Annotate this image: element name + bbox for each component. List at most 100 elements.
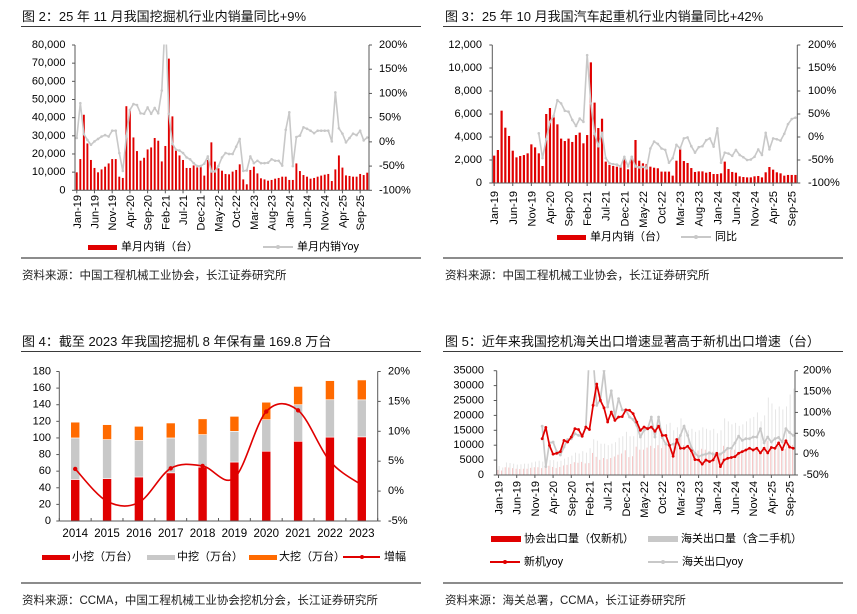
y-right-tick-label: -100%	[808, 177, 840, 189]
line-point	[686, 433, 690, 437]
line-point	[701, 144, 704, 148]
line-point	[164, 15, 167, 18]
bar-series-0	[563, 141, 566, 183]
bar-series-0	[578, 132, 581, 183]
line-point	[348, 136, 351, 140]
line-point	[653, 435, 657, 439]
figure-5-title: 图 5：近年来我国挖机海关出口增速显著高于新机出口增速（台）	[445, 334, 820, 349]
bar-series-0	[715, 454, 717, 475]
figure-5-title-rule	[443, 351, 843, 352]
bar-series-0	[788, 445, 790, 475]
bar-series-0	[635, 446, 637, 475]
bar-series-0	[185, 167, 188, 191]
line-point	[697, 145, 701, 149]
legend-bar-swatch-icon	[249, 554, 277, 560]
bar-series-0	[559, 466, 561, 475]
legend-item-new-machine-yoy: 新机yoy	[490, 555, 563, 569]
line-point	[121, 169, 125, 173]
bar-series-0	[566, 464, 568, 475]
y-right-tick-label: 50%	[379, 112, 401, 124]
bar-series-0	[504, 127, 507, 183]
bar-series-1	[706, 428, 707, 475]
y-left-tick-label: 70,000	[32, 57, 66, 69]
line-point	[649, 415, 653, 419]
line-point	[777, 441, 781, 445]
line-point	[365, 136, 369, 139]
line-point	[704, 458, 708, 462]
bar-series-0	[697, 450, 699, 475]
line-point	[638, 428, 642, 432]
bar-series-0	[224, 173, 227, 191]
bar-series-1	[756, 412, 758, 475]
line-point	[762, 441, 766, 445]
figure-3-title: 图 3：25 年 10 月我国汽车起重机行业内销量同比+42%	[445, 9, 764, 24]
bar-series-0	[650, 445, 652, 475]
line-point	[570, 118, 574, 122]
line-point	[700, 462, 704, 466]
bar-series-0	[146, 149, 149, 191]
line-point	[620, 415, 624, 418]
bar-series-0	[544, 467, 546, 475]
line-point	[589, 102, 593, 105]
line-point	[295, 408, 301, 413]
line-point	[667, 161, 671, 165]
y-left-tick-label: 40	[39, 482, 51, 494]
bar-series-0	[345, 175, 347, 191]
bar-series-0	[777, 445, 779, 475]
bar-series-0	[86, 143, 89, 191]
bar-series-1	[524, 463, 526, 475]
legend-item-domestic-sales: 单月内销（台）	[88, 240, 198, 254]
bar-series-1	[687, 430, 689, 475]
y-left-tick-label: 4,000	[454, 131, 482, 143]
bar-series-0	[675, 160, 678, 183]
line-point	[649, 147, 652, 150]
line-point	[645, 166, 648, 170]
bar-series-0	[628, 457, 630, 475]
line-point	[224, 151, 227, 155]
line-point	[657, 424, 660, 428]
bar-series-0	[504, 467, 506, 475]
line-point	[771, 137, 775, 140]
x-tick-label: Nov-24	[748, 481, 760, 516]
x-tick-label: Oct-22	[657, 191, 669, 224]
x-tick-label: Aug-23	[694, 481, 706, 516]
bar-series-0	[701, 448, 703, 475]
x-tick-label: Jul-21	[601, 191, 613, 221]
bar-series-0	[217, 168, 220, 191]
bar-series-0	[284, 176, 287, 191]
bar-series-0	[164, 145, 167, 191]
line-point	[199, 164, 203, 168]
bar-series-0	[712, 451, 713, 475]
line-point	[206, 155, 210, 158]
bar-series-0	[274, 178, 277, 191]
bar-series-0	[664, 171, 667, 183]
bar-series-0	[634, 139, 637, 183]
bar-series-1	[545, 464, 547, 475]
y-right-tick-label: 150%	[803, 386, 831, 398]
line-point	[100, 135, 103, 138]
y-left-tick-label: 15000	[453, 424, 484, 436]
bar-series-0	[508, 467, 510, 475]
line-point	[791, 446, 795, 450]
legend-label: 增幅	[384, 551, 406, 563]
figure-3-title-rule	[443, 26, 843, 27]
bar-series-1	[509, 463, 511, 475]
line-point	[766, 451, 770, 455]
bar-series-0	[772, 169, 775, 183]
bar-series-1	[658, 425, 660, 475]
bar-series-0	[660, 171, 663, 183]
line-point	[653, 429, 657, 433]
line-point	[174, 148, 178, 151]
line-point	[753, 155, 756, 159]
y-left-tick-label: 10000	[453, 439, 484, 451]
bar-series-0	[323, 174, 326, 191]
x-tick-label: Apr-20	[548, 481, 560, 514]
x-tick-label: Apr-20	[545, 191, 557, 224]
bar-series-0	[153, 137, 156, 191]
bar-series-0	[139, 160, 142, 191]
legend-line-marker-icon	[490, 555, 520, 569]
y-left-tick-label: 160	[33, 382, 51, 394]
line-point	[593, 132, 596, 136]
line-point	[585, 53, 589, 57]
legend-line-marker-icon	[681, 230, 711, 244]
